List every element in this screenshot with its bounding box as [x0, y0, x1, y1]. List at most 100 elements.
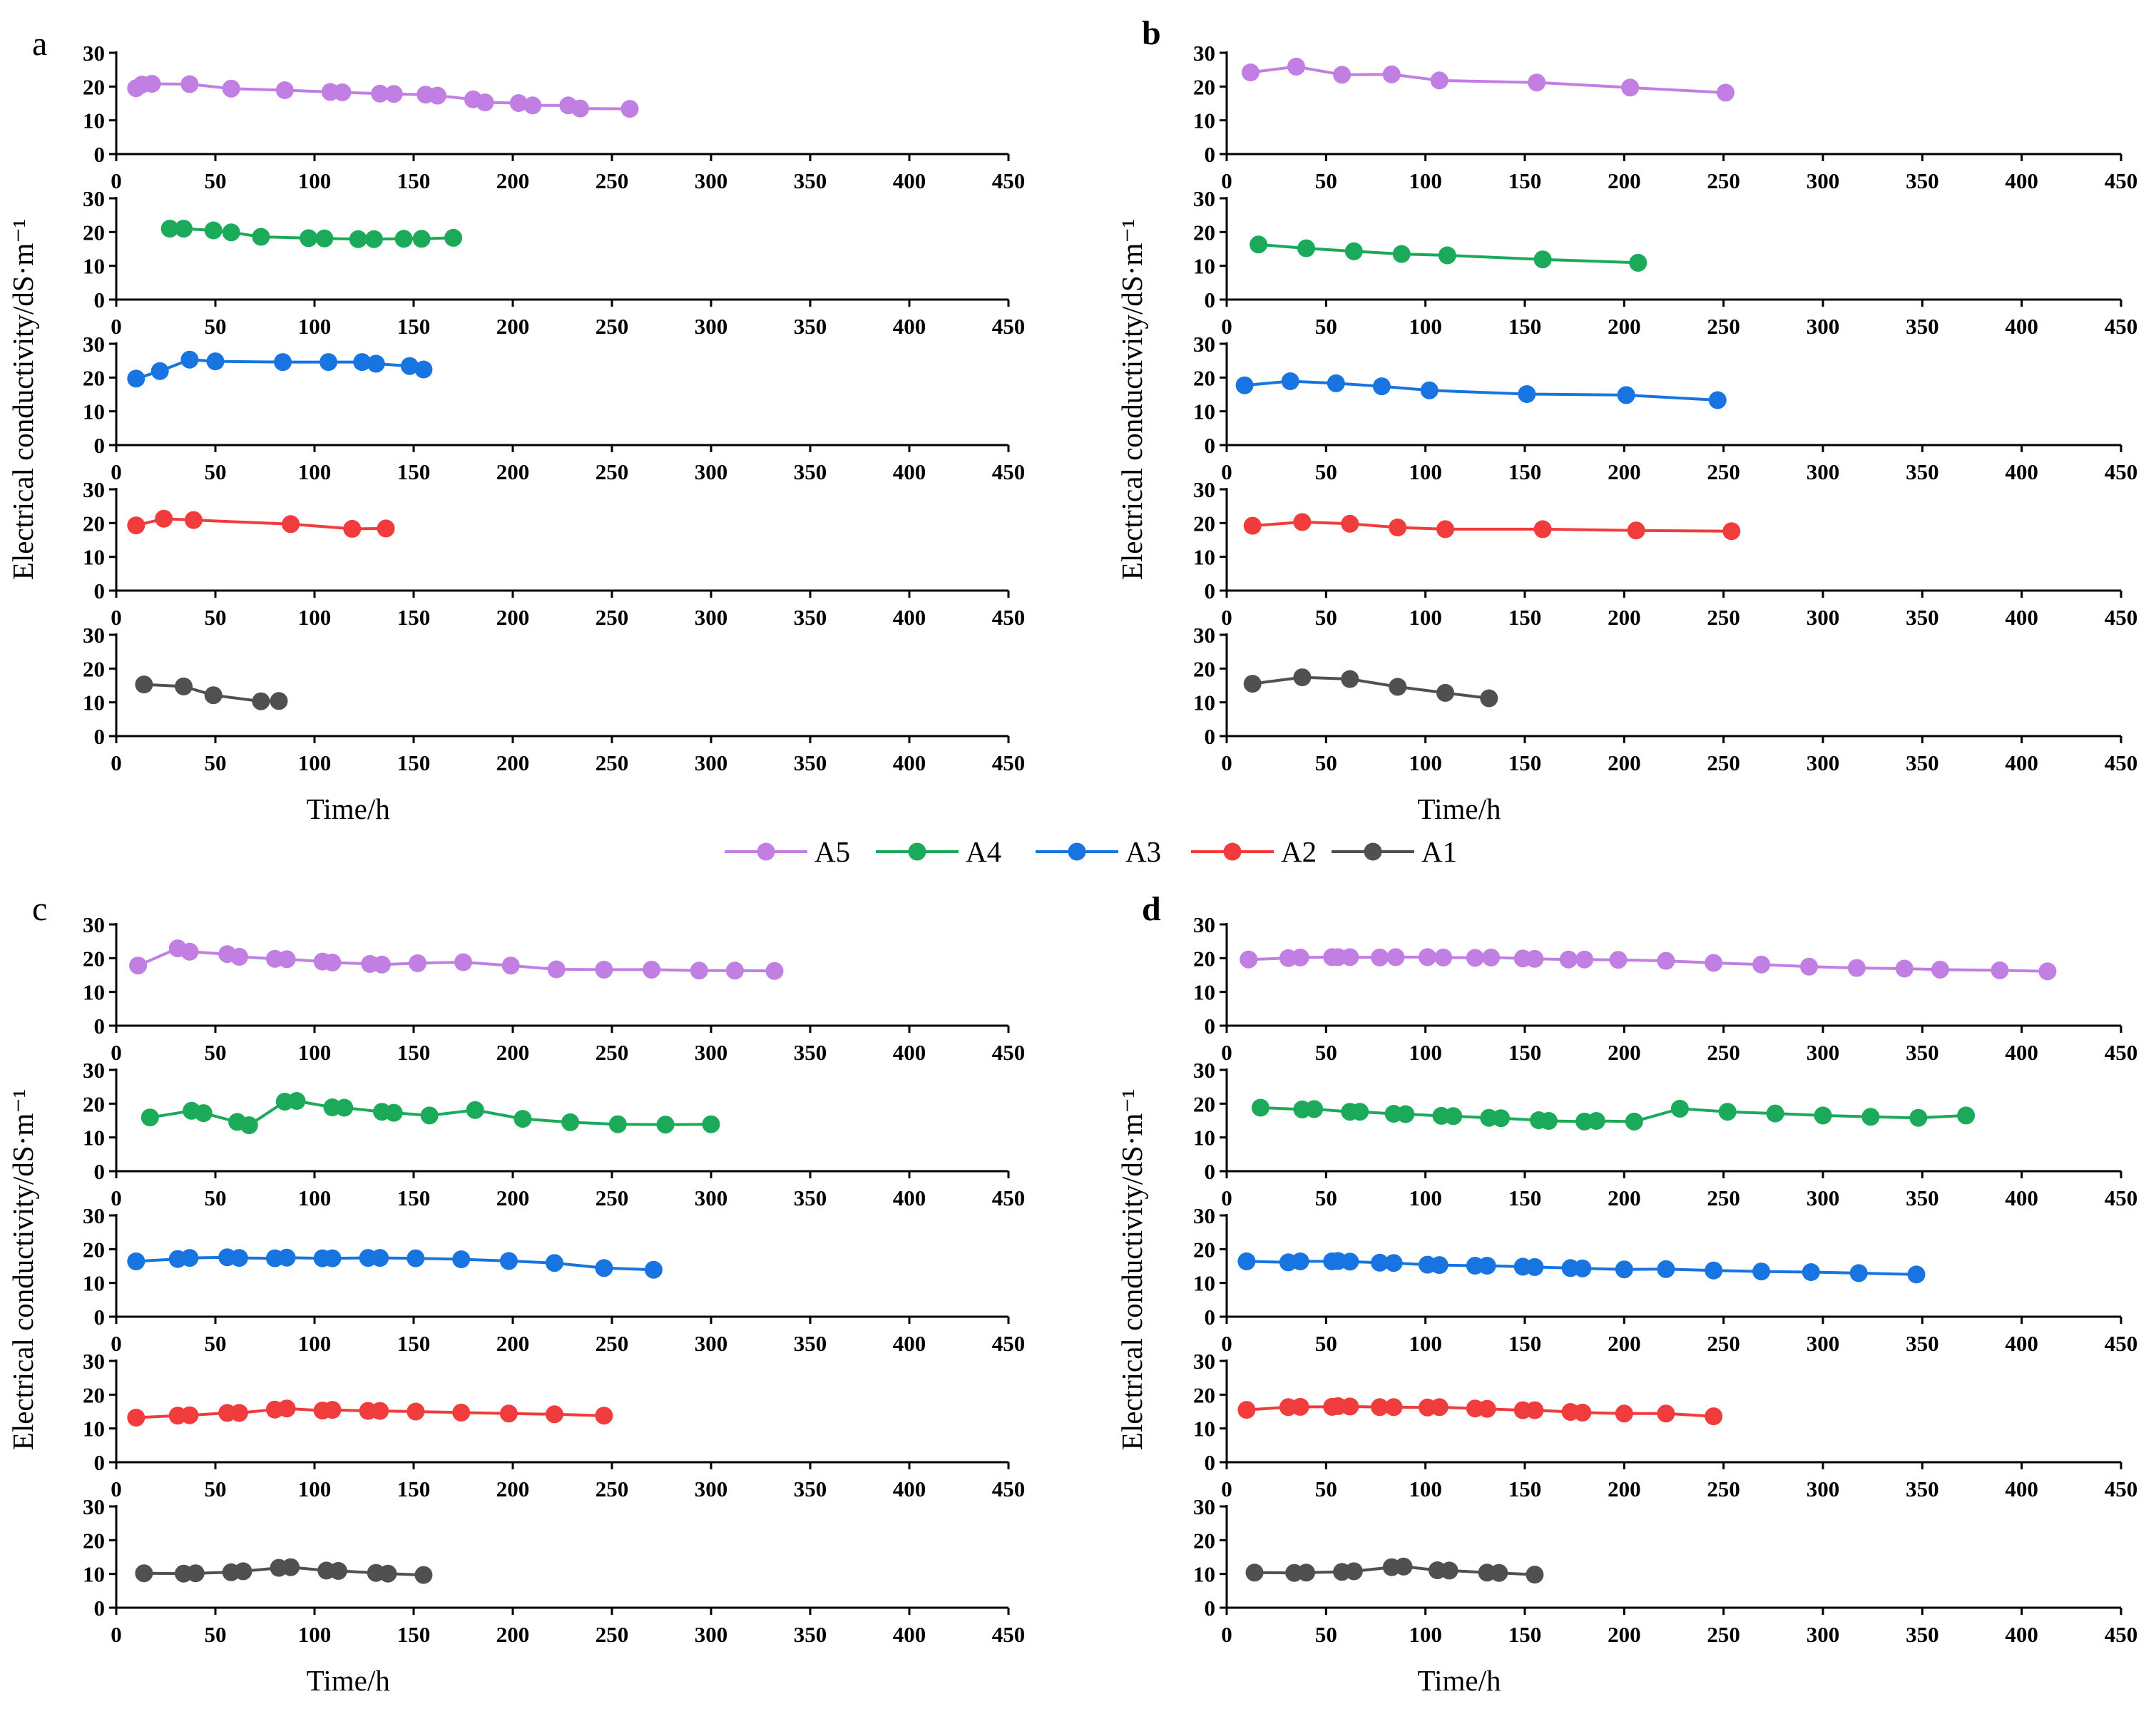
- x-tick-label: 50: [1315, 750, 1337, 775]
- y-tick-label: 0: [1205, 433, 1216, 458]
- x-tick-label: 250: [1707, 1040, 1740, 1065]
- data-point-A2: [1533, 520, 1552, 539]
- y-tick-label: 30: [83, 477, 105, 502]
- y-tick-label: 30: [1193, 41, 1215, 66]
- x-tick-label: 300: [1807, 168, 1840, 193]
- legend-label: A1: [1421, 835, 1457, 868]
- data-point-A1: [1440, 1561, 1458, 1580]
- x-tick-label: 200: [496, 605, 530, 630]
- data-point-A4: [1492, 1109, 1511, 1128]
- data-point-A2: [1705, 1407, 1723, 1426]
- data-point-A3: [1430, 1256, 1449, 1275]
- data-point-A2: [545, 1405, 563, 1424]
- legend-marker: [1364, 842, 1382, 861]
- y-tick-label: 10: [83, 399, 105, 424]
- x-tick-label: 100: [298, 314, 332, 339]
- data-point-A4: [1344, 242, 1363, 260]
- data-point-A4: [1625, 1112, 1643, 1131]
- y-tick-label: 0: [1205, 1159, 1216, 1184]
- data-point-A5: [454, 953, 472, 971]
- data-point-A3: [320, 353, 337, 372]
- data-point-A5: [1371, 948, 1389, 966]
- y-tick-label: 10: [83, 108, 105, 133]
- x-tick-label: 350: [1906, 168, 1939, 193]
- data-point-A2: [127, 1409, 145, 1427]
- x-tick-label: 50: [205, 1040, 227, 1065]
- data-point-A2: [180, 1406, 199, 1424]
- data-point-A4: [349, 230, 367, 248]
- x-tick-label: 100: [1409, 1185, 1442, 1210]
- data-point-A3: [206, 352, 225, 371]
- x-tick-label: 50: [205, 1185, 227, 1210]
- data-point-A5: [1482, 948, 1501, 966]
- data-point-A5: [643, 960, 661, 979]
- y-tick-label: 0: [94, 724, 106, 749]
- y-tick-label: 30: [83, 41, 105, 66]
- data-point-A3: [1291, 1252, 1309, 1270]
- data-point-A2: [1291, 1397, 1309, 1416]
- data-point-A1: [1389, 678, 1407, 696]
- panel-letter: a: [32, 25, 47, 63]
- x-tick-label: 100: [1409, 168, 1442, 193]
- y-tick-label: 0: [94, 1159, 106, 1184]
- data-point-A3: [1341, 1253, 1359, 1271]
- data-point-A3: [180, 350, 199, 369]
- y-axis-title: Electrical conductivity/dS·m⁻¹: [6, 219, 39, 580]
- panel-letter: d: [1142, 890, 1161, 928]
- data-point-A1: [1293, 668, 1312, 687]
- y-tick-label: 0: [94, 1305, 106, 1330]
- data-point-A4: [204, 221, 223, 240]
- x-tick-label: 50: [205, 314, 227, 339]
- x-tick-label: 250: [1707, 314, 1740, 339]
- data-point-A5: [690, 961, 708, 980]
- x-tick-label: 200: [1608, 605, 1641, 630]
- x-tick-label: 300: [695, 1331, 728, 1356]
- x-tick-label: 100: [298, 750, 332, 775]
- y-tick-label: 0: [94, 142, 106, 167]
- data-point-A3: [1708, 391, 1727, 409]
- data-point-A2: [452, 1403, 471, 1422]
- x-tick-label: 0: [111, 1476, 122, 1501]
- data-point-A1: [252, 692, 270, 710]
- data-point-A2: [230, 1404, 248, 1422]
- x-tick-label: 400: [2005, 168, 2038, 193]
- x-tick-label: 350: [794, 605, 827, 630]
- data-point-A1: [1436, 683, 1454, 702]
- data-point-A1: [1526, 1566, 1544, 1584]
- data-point-A4: [240, 1116, 258, 1135]
- x-tick-label: 350: [794, 1476, 827, 1501]
- x-tick-label: 0: [1221, 314, 1232, 339]
- data-point-A5: [1287, 57, 1305, 76]
- x-tick-label: 50: [205, 1331, 227, 1356]
- data-point-A3: [1615, 1260, 1633, 1279]
- y-tick-label: 10: [83, 545, 105, 570]
- x-tick-label: 200: [496, 1622, 530, 1647]
- x-tick-label: 400: [2005, 314, 2038, 339]
- y-tick-label: 30: [83, 332, 105, 357]
- data-point-A1: [175, 677, 193, 695]
- x-tick-label: 450: [992, 1185, 1026, 1210]
- data-point-A4: [1250, 235, 1268, 254]
- data-point-A5: [1991, 961, 2009, 979]
- data-point-A3: [1518, 385, 1536, 403]
- y-tick-label: 30: [83, 623, 105, 648]
- x-tick-label: 300: [695, 459, 728, 484]
- x-tick-label: 100: [1409, 1040, 1442, 1065]
- x-tick-label: 250: [596, 1622, 629, 1647]
- x-tick-label: 150: [1508, 1185, 1542, 1210]
- data-point-A5: [501, 956, 520, 975]
- y-tick-label: 20: [83, 220, 105, 245]
- y-tick-label: 10: [1193, 980, 1215, 1005]
- data-point-A5: [1341, 948, 1359, 966]
- x-tick-label: 400: [2005, 1040, 2038, 1065]
- x-tick-label: 100: [1409, 459, 1442, 484]
- x-tick-label: 250: [596, 1476, 629, 1501]
- y-tick-label: 0: [1205, 1014, 1216, 1039]
- data-point-A3: [1281, 372, 1299, 390]
